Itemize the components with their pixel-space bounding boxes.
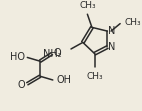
Text: O: O [54,48,61,58]
Text: O: O [18,80,25,90]
Text: CH₃: CH₃ [79,1,96,10]
Text: CH₃: CH₃ [86,71,103,81]
Text: NH₂: NH₂ [43,49,62,59]
Text: CH₃: CH₃ [125,18,141,27]
Text: HO: HO [10,52,25,62]
Text: N: N [108,42,116,52]
Text: N: N [108,26,116,36]
Text: OH: OH [56,75,71,85]
